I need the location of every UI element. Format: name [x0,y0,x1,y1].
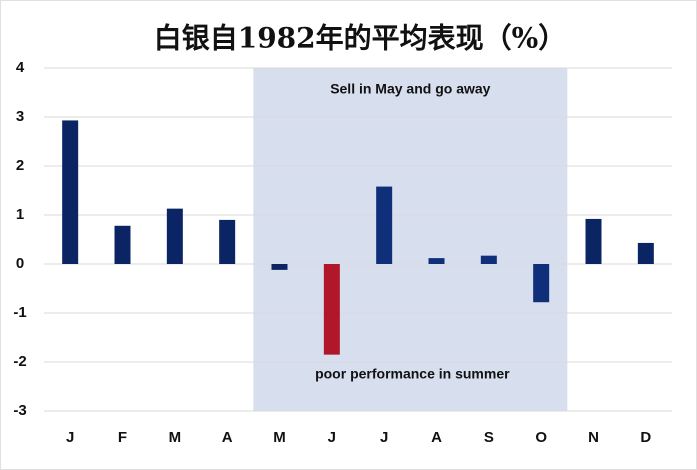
y-tick-label: 2 [16,157,24,174]
shade-layer [253,68,568,411]
y-tick-label: -1 [13,304,26,321]
x-tick-label: N [588,429,599,446]
bar [637,242,654,264]
y-tick-label: 1 [16,206,24,223]
x-tick-label: A [222,429,233,446]
annotation: poor performance in summer [315,366,510,382]
bar [428,258,445,264]
x-tick-label: M [273,429,286,446]
x-tick-label: M [169,429,182,446]
y-tick-label: 4 [16,59,25,76]
x-tick-label: F [118,429,127,446]
x-tick-label: D [640,429,651,446]
bar [271,264,288,270]
bar [323,264,340,355]
x-tick-label: S [484,429,494,446]
highlight-region [253,68,568,411]
x-tick-label: J [66,429,74,446]
bar [480,255,497,264]
annotation: Sell in May and go away [330,81,490,97]
x-tick-label: A [431,429,442,446]
x-tick-label: J [380,429,388,446]
grid-layer [44,67,672,412]
bar [376,186,393,264]
bar [62,120,79,265]
bar [114,225,131,264]
bar [585,218,602,264]
bar [533,264,550,303]
y-tick-label: -3 [13,402,26,419]
y-tick-label: 0 [16,255,24,272]
bar [219,219,236,264]
y-tick-label: -2 [13,353,26,370]
bar [166,208,183,264]
chart-title: 白银自1982年的平均表现（%） [154,22,567,55]
y-tick-label: 3 [16,108,24,125]
x-tick-label: O [535,429,547,446]
x-tick-label: J [328,429,336,446]
